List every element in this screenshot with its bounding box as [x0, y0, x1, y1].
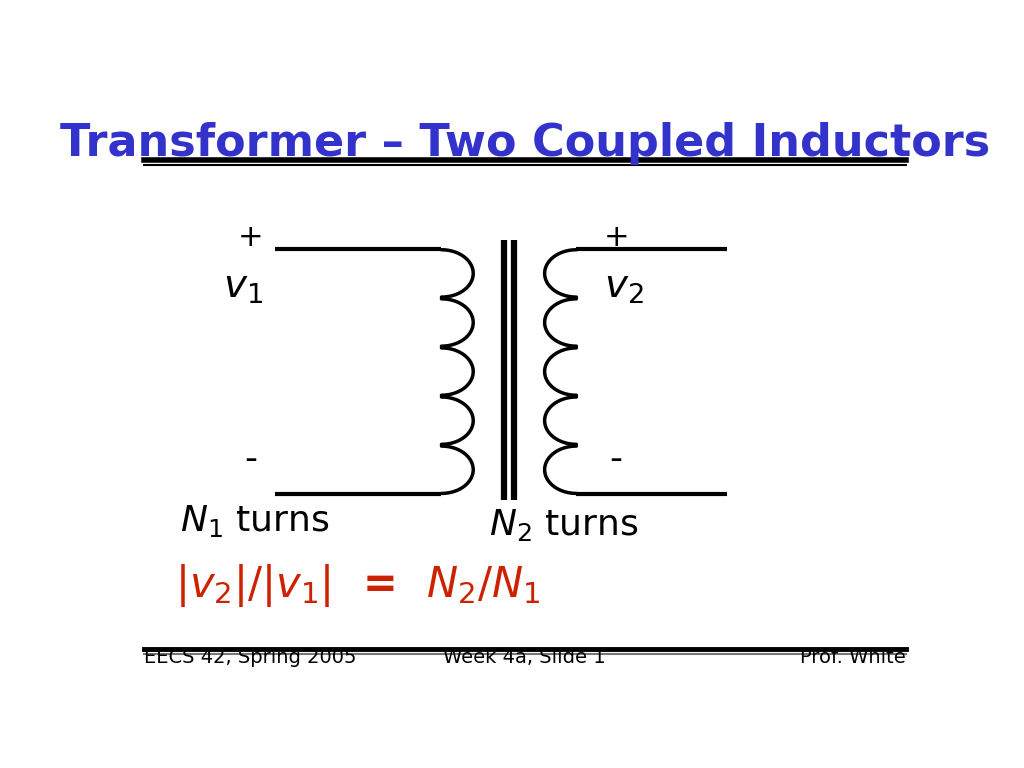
Text: +: + [603, 223, 629, 252]
Text: Week 4a, Slide 1: Week 4a, Slide 1 [443, 648, 606, 667]
Text: +: + [239, 223, 264, 252]
Text: $v_1$: $v_1$ [223, 268, 263, 306]
Text: $N_2$ turns: $N_2$ turns [489, 507, 639, 543]
Text: $v_2$: $v_2$ [604, 268, 644, 306]
Text: Prof. White: Prof. White [800, 648, 905, 667]
Text: $N_1$ turns: $N_1$ turns [179, 503, 329, 539]
Text: $|v_2|/|v_1|$  =  $N_2/N_1$: $|v_2|/|v_1|$ = $N_2/N_1$ [175, 562, 541, 610]
Text: -: - [245, 442, 257, 476]
Text: Transformer – Two Coupled Inductors: Transformer – Two Coupled Inductors [59, 121, 990, 164]
Text: -: - [609, 442, 623, 476]
Text: EECS 42, Spring 2005: EECS 42, Spring 2005 [143, 648, 356, 667]
